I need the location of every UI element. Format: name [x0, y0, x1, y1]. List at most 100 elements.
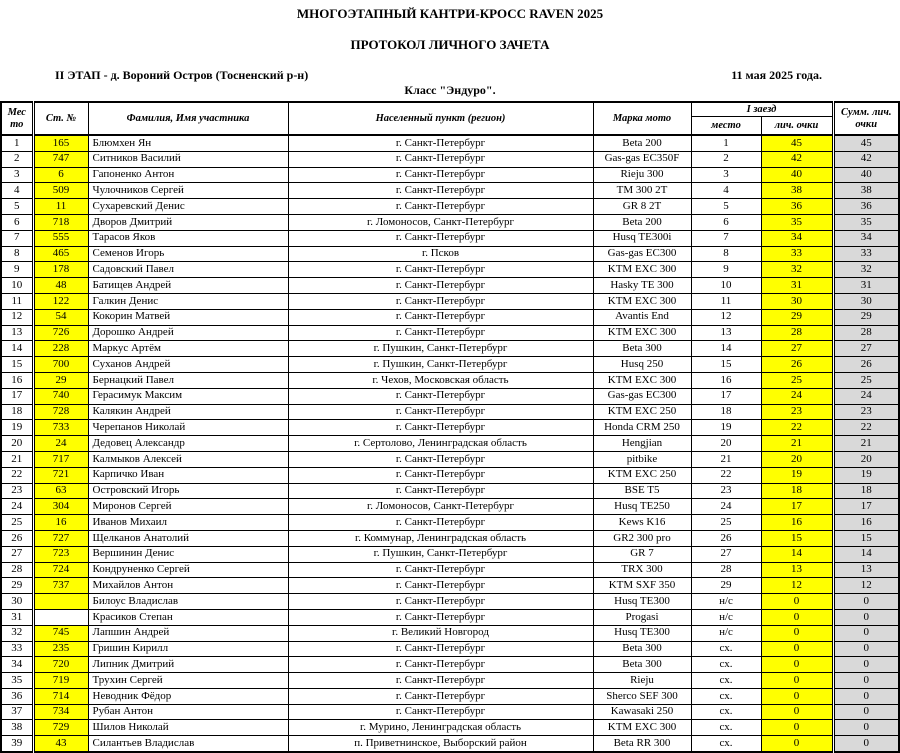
result-row: 22 721 Карпичко Иван г. Санкт-Петербург KTM … — [0, 466, 900, 484]
header-start-number: Ст. № — [31, 101, 89, 136]
header-heat1-group: I заезд — [690, 101, 834, 117]
header-moto: Марка мото — [592, 101, 692, 136]
rider-name-cell: Лапшин Андрей — [87, 624, 289, 642]
result-row: 39 43 Силантьев Владислав п. Приветнинское,… — [0, 735, 900, 753]
start-number-cell: 734 — [31, 703, 89, 721]
moto-cell: Beta 300 — [592, 640, 692, 658]
heat-place-cell: 19 — [690, 419, 762, 437]
moto-cell: Avantis End — [592, 308, 692, 326]
result-row: 4 509 Чулочников Сергей г. Санкт-Петербург T… — [0, 182, 900, 200]
city-cell: г. Мурино, Ленинградская область — [287, 719, 594, 737]
start-number-cell: 11 — [31, 198, 89, 215]
rider-name-cell: Неводник Фёдор — [87, 687, 289, 705]
place-cell: 28 — [0, 561, 34, 579]
start-number-cell: 723 — [31, 545, 89, 563]
rider-name-cell: Калякин Андрей — [87, 403, 289, 421]
moto-cell: Hengjian — [592, 435, 692, 452]
start-number-cell: 304 — [31, 498, 89, 516]
result-row: 2 747 Ситников Василий г. Санкт-Петербург Ga… — [0, 150, 900, 168]
start-number-cell: 465 — [31, 245, 89, 263]
total-points-cell: 12 — [831, 577, 900, 595]
total-points-cell: 17 — [831, 498, 900, 516]
class-title: Класс "Эндуро". — [404, 83, 496, 97]
heat-points-cell: 0 — [760, 672, 834, 689]
place-cell: 3 — [0, 166, 34, 184]
moto-cell: KTM EXC 300 — [592, 324, 692, 342]
total-points-cell: 31 — [831, 277, 900, 294]
event-title: МНОГОЭТАПНЫЙ КАНТРИ-КРОСС RAVEN 2025 — [296, 6, 604, 21]
heat-place-cell: 3 — [690, 166, 762, 184]
total-points-cell: 15 — [831, 529, 900, 547]
place-cell: 29 — [0, 577, 34, 595]
heat-points-cell: 23 — [760, 403, 834, 421]
heat-points-cell: 21 — [760, 435, 834, 452]
rider-name-cell: Гришин Кирилл — [87, 640, 289, 658]
start-number-cell — [31, 608, 89, 626]
start-number-cell: 235 — [31, 640, 89, 658]
place-cell: 16 — [0, 371, 34, 389]
heat-place-cell: 1 — [690, 134, 762, 152]
total-points-cell: 22 — [831, 419, 900, 437]
moto-cell: KTM EXC 300 — [592, 371, 692, 389]
start-number-cell: 16 — [31, 514, 89, 531]
city-cell: г. Псков — [287, 245, 594, 263]
start-number-cell: 43 — [31, 735, 89, 753]
place-cell: 4 — [0, 182, 34, 200]
heat-points-cell: 0 — [760, 624, 834, 642]
rider-name-cell: Шилов Николай — [87, 719, 289, 737]
rider-name-cell: Рубан Антон — [87, 703, 289, 721]
place-cell: 27 — [0, 545, 34, 563]
start-number-cell: 54 — [31, 308, 89, 326]
place-cell: 35 — [0, 672, 34, 689]
moto-cell: Rieju — [592, 672, 692, 689]
moto-cell: Gas-gas EC300 — [592, 387, 692, 405]
place-cell: 19 — [0, 419, 34, 437]
place-cell: 10 — [0, 277, 34, 294]
start-number-cell: 747 — [31, 150, 89, 168]
heat-points-cell: 0 — [760, 593, 834, 610]
heat-place-cell: 26 — [690, 529, 762, 547]
total-points-cell: 28 — [831, 324, 900, 342]
moto-cell: Progasi — [592, 608, 692, 626]
heat-place-cell: 10 — [690, 277, 762, 294]
total-points-cell: 30 — [831, 292, 900, 310]
start-number-cell: 733 — [31, 419, 89, 437]
city-cell: г. Санкт-Петербург — [287, 640, 594, 658]
start-number-cell: 717 — [31, 450, 89, 468]
heat-place-cell: 28 — [690, 561, 762, 579]
heat-place-cell: сх. — [690, 719, 762, 737]
place-cell: 30 — [0, 593, 34, 610]
heat-points-cell: 35 — [760, 213, 834, 231]
heat-place-cell: 23 — [690, 482, 762, 500]
total-points-cell: 0 — [831, 608, 900, 626]
city-cell: п. Приветнинское, Выборский район — [287, 735, 594, 753]
city-cell: г. Санкт-Петербург — [287, 308, 594, 326]
moto-cell: Beta 200 — [592, 213, 692, 231]
heat-points-cell: 30 — [760, 292, 834, 310]
total-points-cell: 0 — [831, 719, 900, 737]
rider-name-cell: Трухин Сергей — [87, 672, 289, 689]
moto-cell: GR 7 — [592, 545, 692, 563]
heat-points-cell: 36 — [760, 198, 834, 215]
place-cell: 20 — [0, 435, 34, 452]
place-cell: 2 — [0, 150, 34, 168]
result-row: 28 724 Кондруненко Сергей г. Санкт-Петербур… — [0, 561, 900, 579]
result-row: 15 700 Суханов Андрей г. Пушкин, Санкт-Пете… — [0, 356, 900, 373]
start-number-cell: 122 — [31, 292, 89, 310]
start-number-cell: 178 — [31, 261, 89, 279]
place-cell: 5 — [0, 198, 34, 215]
heat-points-cell: 13 — [760, 561, 834, 579]
heat-points-cell: 15 — [760, 529, 834, 547]
total-points-cell: 32 — [831, 261, 900, 279]
result-row: 14 228 Маркус Артём г. Пушкин, Санкт-Петерб… — [0, 340, 900, 358]
rider-name-cell: Галкин Денис — [87, 292, 289, 310]
city-cell: г. Сертолово, Ленинградская область — [287, 435, 594, 452]
place-cell: 18 — [0, 403, 34, 421]
heat-points-cell: 40 — [760, 166, 834, 184]
heat-place-cell: 17 — [690, 387, 762, 405]
heat-place-cell: 20 — [690, 435, 762, 452]
heat-place-cell: 27 — [690, 545, 762, 563]
start-number-cell: 714 — [31, 687, 89, 705]
moto-cell: Gas-gas EC350F — [592, 150, 692, 168]
